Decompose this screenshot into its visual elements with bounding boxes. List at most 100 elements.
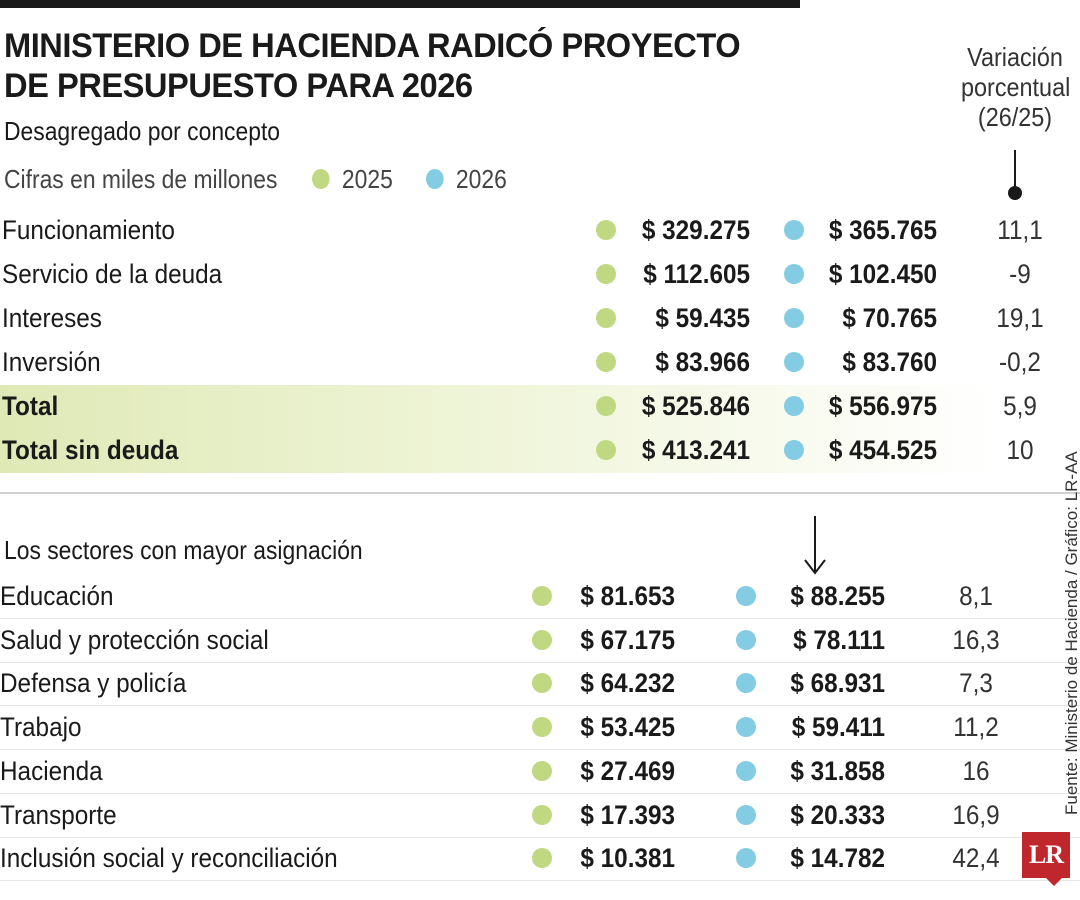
variation-header: Variación porcentual (26/25): [961, 42, 1071, 132]
dot-2026-icon: [736, 760, 756, 781]
table-row: Inversión $ 83.966 $ 83.760 -0,2: [0, 340, 1080, 384]
value-2026: $ 59.411: [791, 712, 885, 743]
row-label: Funcionamiento: [2, 215, 175, 245]
value-2026: $ 365.765: [828, 215, 937, 245]
variation-value: 42,4: [952, 843, 1000, 874]
value-2026: $ 102.450: [828, 259, 937, 289]
dot-2026-icon: [736, 804, 756, 825]
table-row: Defensa y policía $ 64.232 $ 68.931 7,3: [0, 661, 1080, 707]
subtitle: Desagregado por concepto: [4, 116, 281, 146]
variation-value: 11,1: [997, 215, 1043, 245]
dot-2025-icon: [532, 629, 552, 650]
value-2026: $ 20.333: [790, 799, 885, 830]
row-label: Intereses: [2, 303, 102, 333]
dot-2026-icon: [736, 673, 756, 694]
value-2026: $ 556.975: [828, 391, 937, 421]
page-title: MINISTERIO DE HACIENDA RADICÓ PROYECTO D…: [4, 26, 791, 106]
lr-logo-tail: [1044, 876, 1064, 886]
dot-2025-icon: [596, 308, 616, 328]
row-label: Servicio de la deuda: [2, 259, 223, 289]
value-2025: $ 59.435: [655, 303, 750, 333]
variation-value: -9: [1009, 259, 1031, 289]
value-2026: $ 88.255: [790, 581, 885, 611]
legend-dot-2026: [426, 169, 444, 189]
value-2026: $ 78.111: [793, 624, 885, 655]
variation-value: 19,1: [996, 303, 1044, 333]
value-2025: $ 81.653: [580, 581, 675, 611]
legend-dot-2025: [312, 169, 330, 189]
dot-2026-icon: [736, 848, 756, 869]
legend-label-2025: 2025: [341, 163, 393, 194]
value-2026: $ 83.760: [842, 347, 937, 377]
variation-value: 10: [1006, 435, 1034, 465]
dot-2025-icon: [532, 804, 552, 825]
section-divider: [0, 492, 1080, 494]
dot-2026-icon: [784, 264, 804, 284]
legend-item-2026: 2026: [426, 163, 507, 195]
dot-2025-icon: [532, 717, 552, 738]
table-row: Servicio de la deuda $ 112.605 $ 102.450 -9: [0, 252, 1080, 296]
variation-header-line-1: Variación: [967, 42, 1063, 72]
dot-2026-icon: [736, 586, 756, 606]
value-2025: $ 53.425: [580, 712, 675, 743]
table-row: Inclusión social y reconciliación $ 10.38…: [0, 836, 1080, 882]
variation-value: 16: [962, 755, 990, 786]
dot-2025-icon: [596, 440, 616, 460]
row-label: Inclusión social y reconciliación: [0, 843, 338, 874]
dot-2026-icon: [736, 629, 756, 650]
row-label: Educación: [0, 581, 114, 611]
row-label: Defensa y policía: [0, 668, 187, 699]
value-2026: $ 454.525: [828, 435, 937, 465]
variation-header-line-3: (26/25): [977, 102, 1053, 132]
dot-2026-icon: [784, 352, 804, 372]
variation-value: 5,9: [1003, 391, 1037, 421]
table-row: Intereses $ 59.435 $ 70.765 19,1: [0, 296, 1080, 340]
dot-2025-icon: [532, 586, 552, 606]
value-2026: $ 31.858: [790, 755, 885, 786]
lr-logo: LR: [1022, 832, 1070, 878]
variation-arrow-dot-icon: [1008, 186, 1022, 200]
title-line-1: MINISTERIO DE HACIENDA RADICÓ PROYECTO: [4, 27, 741, 65]
value-2025: $ 329.275: [641, 215, 750, 245]
table-row: Total sin deuda $ 413.241 $ 454.525 10: [0, 428, 1080, 472]
dot-2026-icon: [784, 308, 804, 328]
value-2025: $ 17.393: [580, 799, 675, 830]
variation-value: 16,9: [952, 799, 1000, 830]
variation-value: 16,3: [952, 624, 1000, 655]
variation-header-line-2: porcentual: [961, 72, 1071, 102]
value-2025: $ 64.232: [580, 668, 675, 699]
table-row: Salud y protección social $ 67.175 $ 78.11…: [0, 618, 1080, 663]
value-2025: $ 83.966: [655, 347, 750, 377]
table-row: Educación $ 81.653 $ 88.255 8,1: [0, 574, 1080, 619]
sectors-title: Los sectores con mayor asignación: [4, 535, 363, 565]
value-2025: $ 413.241: [641, 435, 750, 465]
table-row: Hacienda $ 27.469 $ 31.858 16: [0, 749, 1080, 794]
dot-2025-icon: [596, 264, 616, 284]
value-2026: $ 70.765: [842, 303, 937, 333]
table-row: Trabajo $ 53.425 $ 59.411 11,2: [0, 705, 1080, 751]
dot-2025-icon: [532, 673, 552, 694]
dot-2025-icon: [532, 848, 552, 869]
value-2026: $ 14.782: [790, 843, 885, 874]
totals-highlight-band: [0, 385, 1000, 473]
table-row: Transporte $ 17.393 $ 20.333 16,9: [0, 793, 1080, 838]
variation-value: 7,3: [959, 668, 993, 699]
value-2025: $ 27.469: [580, 755, 675, 786]
row-label: Transporte: [0, 799, 117, 830]
source-note: Fuente: Ministerio de Hacienda / Gráfico…: [1062, 451, 1080, 815]
row-label: Hacienda: [0, 755, 103, 786]
dot-2026-icon: [784, 220, 804, 240]
variation-value: 8,1: [959, 581, 993, 611]
dot-2025-icon: [596, 396, 616, 416]
value-2025: $ 67.175: [580, 624, 675, 655]
dot-2026-icon: [784, 396, 804, 416]
top-rule: [0, 0, 800, 8]
dot-2025-icon: [596, 352, 616, 372]
variation-value: -0,2: [999, 347, 1041, 377]
dot-2026-icon: [736, 717, 756, 738]
dot-2026-icon: [784, 440, 804, 460]
down-arrow-icon: [804, 516, 826, 575]
row-label: Trabajo: [0, 712, 82, 743]
units-note: Cifras en miles de millones: [4, 164, 278, 194]
table-row: Funcionamiento $ 329.275 $ 365.765 11,1: [0, 208, 1080, 252]
